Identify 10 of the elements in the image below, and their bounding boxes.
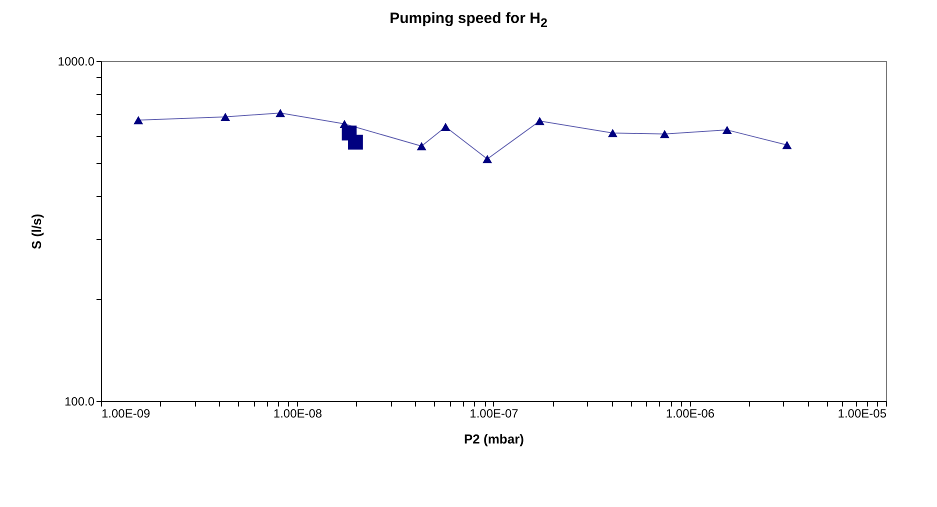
x-tick-label: 1.00E-07 [470, 406, 519, 420]
chart-title: Pumping speed for H$_{2}$ [388, 10, 548, 30]
x-tick-label: 1.00E-08 [273, 406, 322, 420]
y-tick-label: 100.0 [64, 394, 95, 408]
x-tick-label: 1.00E-06 [666, 406, 715, 420]
x-axis-title: P2 (mbar) [464, 432, 524, 446]
x-tick-label: 1.00E-05 [838, 406, 887, 420]
y-axis-title: S (l/s) [28, 214, 44, 250]
x-tick-label: 1.00E-09 [102, 406, 151, 420]
y-tick-label: 1000.0 [58, 54, 95, 68]
